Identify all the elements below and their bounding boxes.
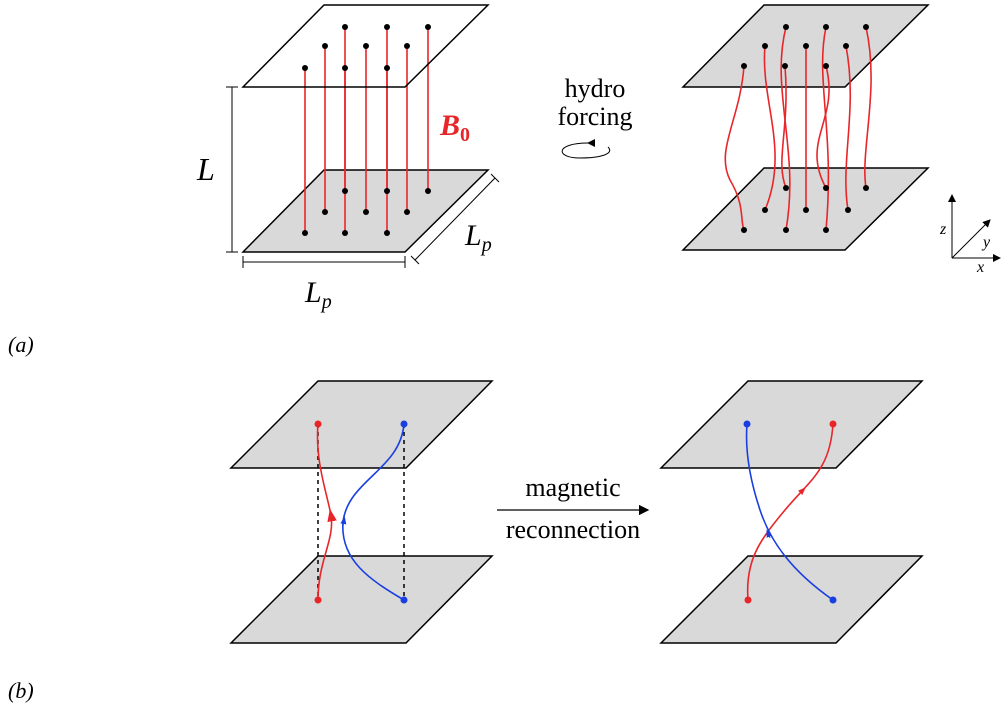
footpoint	[404, 209, 410, 215]
footpoint	[363, 209, 369, 215]
field-label: B0	[439, 109, 470, 146]
footpoint	[322, 209, 328, 215]
panel-b-right	[661, 381, 922, 643]
footpoint	[302, 230, 308, 236]
process-label: magnetic	[525, 473, 620, 502]
footpoint	[783, 227, 789, 233]
process-label: reconnection	[506, 515, 640, 544]
footpoint	[425, 188, 431, 194]
depth-label: Lp	[464, 219, 492, 256]
width-label: Lp	[304, 276, 332, 313]
footpoint	[823, 227, 829, 233]
axes-icon	[952, 195, 1000, 258]
panel-a-left: L B0 Lp Lp	[196, 5, 499, 313]
footpoint	[783, 24, 789, 30]
axis-z: z	[939, 221, 947, 238]
height-label: L	[196, 151, 215, 187]
footpoint	[363, 43, 369, 49]
footpoint	[782, 63, 788, 69]
footpoint	[762, 207, 768, 213]
process-label: forcing	[557, 102, 632, 131]
footpoint	[322, 43, 328, 49]
figure: L B0 Lp Lp hydro forcing z y x (a) magne…	[0, 0, 1007, 709]
footpoint	[845, 207, 851, 213]
panel-label: (b)	[8, 678, 34, 703]
footpoint	[342, 188, 348, 194]
panel-a-right	[683, 5, 928, 250]
footpoint	[863, 24, 869, 30]
footpoint	[823, 185, 829, 191]
footpoint	[384, 230, 390, 236]
footpoint	[803, 207, 809, 213]
panel-b-left	[231, 381, 492, 643]
rotation-icon	[562, 143, 610, 158]
footpoint	[843, 43, 849, 49]
footpoint	[384, 65, 390, 71]
top-plate	[661, 381, 922, 468]
footpoint	[384, 188, 390, 194]
footpoint	[803, 43, 809, 49]
axis-x: x	[976, 259, 984, 276]
footpoint	[741, 63, 747, 69]
footpoint	[741, 227, 747, 233]
panel-label: (a)	[8, 332, 34, 357]
footpoint	[342, 230, 348, 236]
footpoint	[863, 185, 869, 191]
process-label: hydro	[565, 74, 626, 103]
footpoint	[404, 43, 410, 49]
footpoint	[302, 65, 308, 71]
bottom-plate	[661, 556, 922, 643]
footpoint	[762, 43, 768, 49]
axis-y: y	[981, 234, 991, 251]
footpoint	[342, 65, 348, 71]
footpoint	[823, 63, 829, 69]
footpoint	[823, 24, 829, 30]
footpoint	[425, 24, 431, 30]
footpoint	[342, 24, 348, 30]
top-plate	[231, 381, 492, 468]
footpoint	[384, 24, 390, 30]
footpoint	[783, 185, 789, 191]
